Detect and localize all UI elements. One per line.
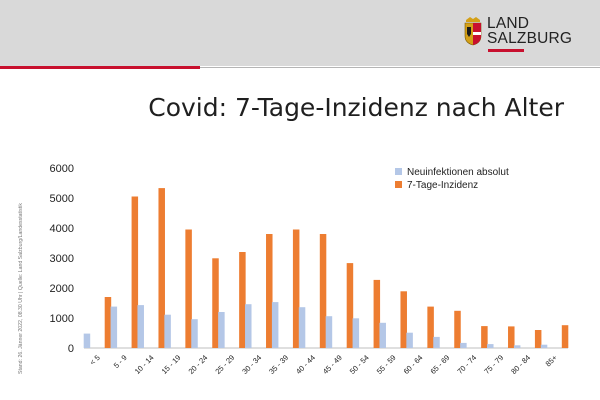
logo-line1: LAND: [487, 15, 530, 32]
bar-inzidenz: [454, 310, 461, 348]
x-category-label: 80 - 84: [509, 353, 532, 376]
bar-inzidenz: [561, 325, 569, 348]
x-category-label: 5 - 9: [112, 353, 129, 370]
x-category-label: 35 - 39: [267, 353, 290, 376]
header-divider: [200, 67, 600, 68]
slide-title: Covid: 7-Tage-Inzidenz nach Alter: [148, 93, 564, 122]
bar-neuinfektionen: [460, 342, 467, 348]
bar-inzidenz: [427, 306, 434, 348]
bar-neuinfektionen: [83, 333, 91, 348]
x-category-label: 10 - 14: [133, 353, 156, 376]
x-category-label: 65 - 69: [429, 353, 452, 376]
bar-neuinfektionen: [298, 307, 306, 348]
y-tick-label: 3000: [50, 253, 74, 265]
bar-neuinfektionen: [191, 319, 198, 348]
x-category-label: < 5: [88, 353, 102, 367]
bar-neuinfektionen: [487, 344, 494, 348]
logo-wordmark: LAND SALZBURG: [487, 15, 573, 47]
x-category-label: 15 - 19: [160, 353, 183, 376]
bar-inzidenz: [319, 234, 327, 348]
bar-inzidenz: [185, 229, 192, 348]
x-category-label: 20 - 24: [187, 353, 210, 376]
bar-inzidenz: [534, 330, 542, 348]
bar-neuinfektionen: [271, 302, 279, 348]
bar-neuinfektionen: [433, 336, 440, 348]
y-tick-label: 2000: [50, 283, 74, 295]
legend-label: 7-Tage-Inzidenz: [407, 180, 478, 191]
bar-inzidenz: [239, 252, 246, 348]
bar-inzidenz: [292, 229, 300, 348]
coat-of-arms-icon: [464, 17, 482, 46]
bar-neuinfektionen: [245, 304, 252, 348]
bar-inzidenz: [266, 234, 273, 348]
legend-swatch: [395, 181, 402, 188]
bar-inzidenz: [481, 326, 488, 348]
logo-line2: SALZBURG: [487, 30, 573, 47]
bar-neuinfektionen: [137, 305, 144, 348]
bar-neuinfektionen: [325, 316, 333, 348]
x-category-label: 60 - 64: [402, 353, 425, 376]
bar-inzidenz: [158, 188, 165, 348]
bar-inzidenz: [131, 196, 139, 348]
bar-neuinfektionen: [164, 314, 171, 348]
y-tick-label: 0: [68, 343, 74, 355]
x-category-label: 40 - 44: [294, 353, 317, 376]
bar-neuinfektionen: [540, 344, 548, 348]
header-band: [0, 0, 600, 66]
bar-neuinfektionen: [513, 345, 521, 348]
bar-neuinfektionen: [406, 332, 413, 348]
bar-neuinfektionen: [218, 312, 225, 348]
x-category-label: 45 - 49: [321, 353, 344, 376]
bar-inzidenz: [346, 263, 354, 348]
logo-underline: [488, 49, 524, 52]
legend-swatch: [395, 168, 402, 175]
bar-neuinfektionen: [352, 318, 360, 348]
y-tick-label: 5000: [50, 193, 74, 205]
legend-label: Neuinfektionen absolut: [407, 167, 509, 178]
y-tick-label: 1000: [50, 313, 74, 325]
x-category-label: 55 - 59: [375, 353, 398, 376]
x-category-label: 75 - 79: [482, 353, 505, 376]
x-category-label: 50 - 54: [348, 353, 371, 376]
bar-inzidenz: [508, 326, 515, 348]
bar-inzidenz: [104, 297, 112, 348]
bar-inzidenz: [212, 258, 219, 348]
land-salzburg-logo[interactable]: LAND SALZBURG: [464, 14, 576, 54]
x-category-label: 30 - 34: [240, 353, 263, 376]
x-category-label: 25 - 29: [213, 353, 236, 376]
bar-inzidenz: [400, 291, 407, 348]
header-accent-line: [0, 66, 200, 69]
x-category-label: 85+: [544, 353, 560, 369]
y-tick-label: 6000: [50, 163, 74, 175]
bar-inzidenz: [373, 279, 381, 348]
x-category-label: 70 - 74: [455, 353, 478, 376]
bar-neuinfektionen: [110, 306, 118, 348]
y-tick-label: 4000: [50, 223, 74, 235]
bar-neuinfektionen: [379, 322, 386, 348]
